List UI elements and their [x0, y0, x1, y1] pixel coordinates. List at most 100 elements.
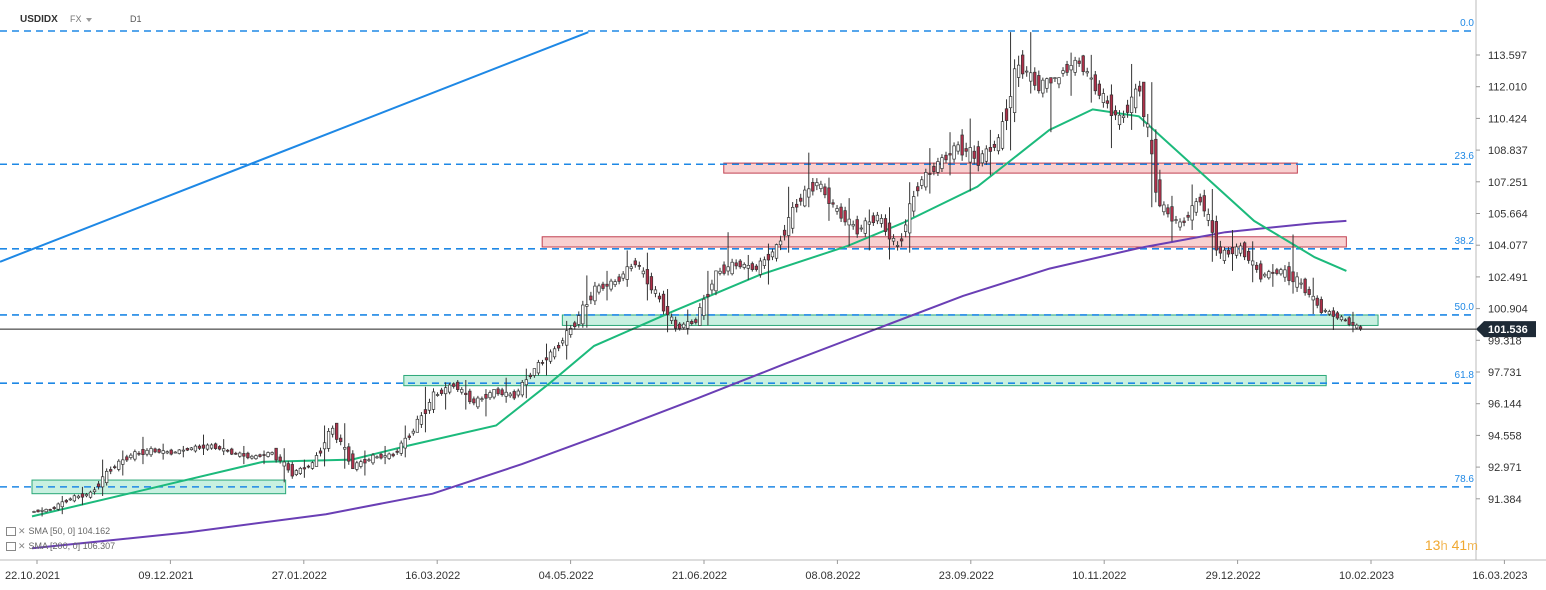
y-tick-label: 112.010: [1488, 82, 1527, 94]
candle-body: [952, 145, 956, 160]
candle-body: [306, 465, 311, 468]
candle-body: [335, 422, 339, 440]
candle-body: [746, 264, 750, 269]
candle-body: [266, 452, 270, 457]
candle-body: [524, 379, 528, 386]
candle-body: [694, 319, 698, 323]
symbol-label[interactable]: USDIDX: [20, 14, 58, 25]
candle-body: [339, 437, 343, 442]
timer-hours: 13: [1424, 537, 1441, 553]
sma50-line: [31, 108, 1347, 518]
candle-body: [1323, 310, 1327, 312]
candle-body: [1121, 115, 1126, 118]
x-tick-label: 27.01.2022: [272, 570, 327, 582]
candle-body: [452, 383, 456, 387]
candle-body: [577, 315, 581, 325]
candle-body: [1061, 70, 1065, 74]
candle-body: [581, 304, 585, 325]
candle-body: [682, 323, 686, 329]
x-tick-label: 23.09.2022: [939, 570, 994, 582]
candle-body: [298, 467, 302, 474]
candle-body: [363, 458, 367, 464]
candle-timer: 13h 41m: [1425, 537, 1478, 553]
candle-body: [1194, 201, 1198, 213]
trendline-layer[interactable]: [0, 31, 589, 263]
candle-body: [1069, 65, 1073, 71]
candle-body: [1347, 317, 1351, 325]
candle-body: [52, 507, 56, 509]
candle-body: [407, 435, 411, 438]
candle-body: [601, 283, 605, 289]
candle-body: [1198, 196, 1202, 203]
y-tick-label: 102.491: [1488, 272, 1528, 284]
candle-body: [431, 391, 436, 410]
candle-body: [1218, 246, 1223, 254]
candle-body: [173, 451, 177, 454]
timer-hours-unit: h: [1440, 538, 1448, 553]
candle-body: [302, 467, 307, 470]
chevron-down-icon[interactable]: [86, 18, 92, 22]
x-tick-label: 04.05.2022: [539, 570, 594, 582]
candle-body: [464, 392, 468, 396]
candle-body: [912, 196, 916, 212]
candle-body: [585, 304, 589, 307]
candle-body: [516, 390, 520, 396]
resistance-zone: [723, 162, 1298, 174]
candle-body: [1134, 88, 1138, 109]
settings-icon[interactable]: [6, 527, 16, 537]
fib-level-label: 38.2: [1455, 236, 1475, 247]
settings-icon[interactable]: [6, 542, 16, 552]
y-tick-label: 108.837: [1488, 145, 1528, 157]
candle-body: [153, 448, 157, 453]
candle-body: [1267, 271, 1271, 279]
candle-body: [246, 452, 250, 459]
y-tick-label: 110.424: [1488, 113, 1527, 125]
candle-body: [113, 466, 117, 469]
candle-body: [504, 391, 508, 397]
candle-body: [64, 500, 68, 503]
candle-body: [556, 344, 561, 349]
candle-body: [36, 509, 40, 513]
candle-body: [1331, 310, 1336, 317]
candle-body: [799, 197, 803, 202]
fib-level-label: 50.0: [1455, 302, 1475, 313]
timeframe-label[interactable]: D1: [130, 14, 142, 24]
candle-body: [758, 260, 763, 275]
candle-body: [730, 261, 734, 275]
candle-body: [1008, 96, 1013, 109]
candle-body: [1246, 250, 1251, 261]
candle-body: [560, 340, 565, 344]
candle-body: [791, 206, 795, 229]
candle-body: [411, 430, 415, 434]
candle-body: [141, 449, 145, 455]
candle-body: [80, 493, 85, 498]
candle-body: [839, 206, 843, 219]
candle-body: [367, 459, 371, 462]
candle-body: [234, 452, 238, 455]
candle-body: [330, 427, 335, 435]
candle-body: [68, 498, 72, 501]
sma50-legend[interactable]: ✕ SMA [50, 0] 104.162: [6, 526, 110, 537]
y-tick-label: 105.664: [1488, 209, 1528, 221]
candle-body: [1037, 75, 1041, 92]
candle-body: [532, 368, 537, 376]
candle-body: [84, 494, 89, 497]
y-tick-label: 113.597: [1488, 50, 1527, 62]
candle-body: [795, 203, 799, 208]
candle-body: [117, 460, 121, 470]
sma200-legend[interactable]: ✕ SMA [200, 0] 106.307: [6, 541, 115, 552]
candle-body: [1033, 71, 1037, 86]
sma50-legend-label: SMA [50, 0] 104.162: [28, 526, 111, 536]
close-icon[interactable]: ✕: [18, 541, 26, 551]
close-icon[interactable]: ✕: [18, 526, 26, 536]
candle-body: [427, 402, 432, 411]
candle-body: [32, 511, 36, 513]
candle-body: [44, 508, 48, 513]
candle-body: [754, 265, 758, 270]
candle-body: [891, 237, 896, 242]
candle-body: [282, 461, 286, 467]
candle-body: [351, 453, 355, 470]
candle-body: [109, 469, 113, 472]
candle-body: [149, 448, 153, 456]
